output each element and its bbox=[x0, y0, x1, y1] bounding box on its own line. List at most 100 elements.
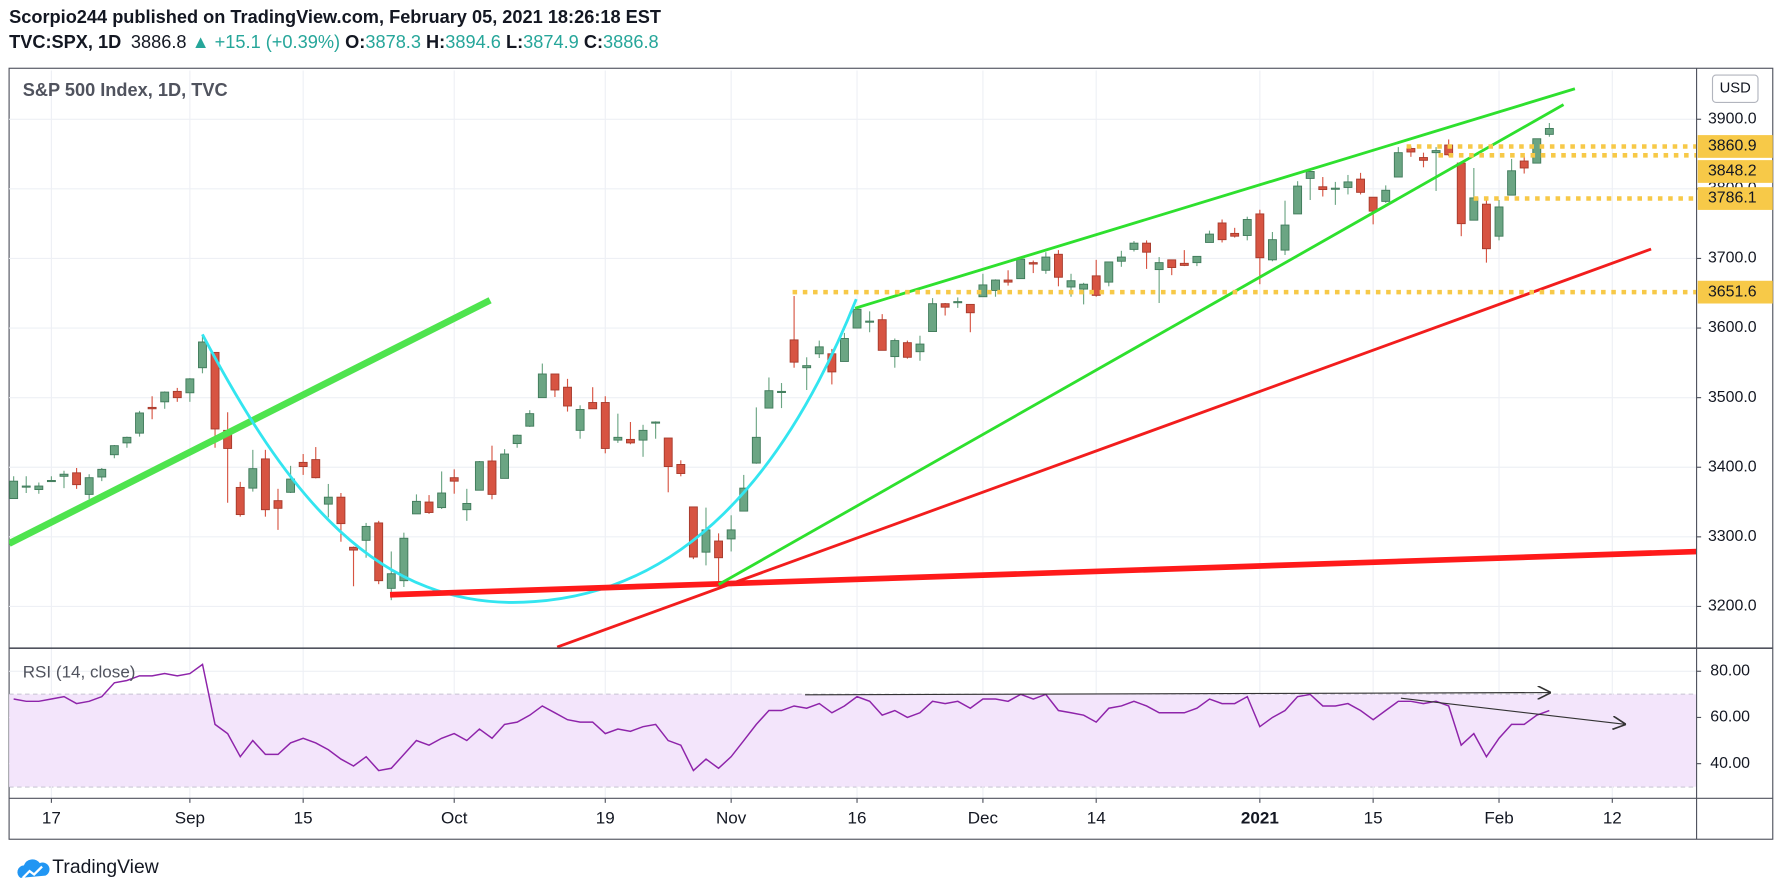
candle-body bbox=[248, 468, 258, 489]
high-value: 3894.6 bbox=[445, 32, 501, 52]
candle-body bbox=[1054, 253, 1063, 278]
candle-body bbox=[122, 436, 132, 444]
candles bbox=[9, 123, 1554, 601]
candle-body bbox=[323, 496, 333, 505]
candle-body bbox=[97, 468, 107, 478]
candle-body bbox=[1469, 197, 1479, 221]
y-tick-label: 3600.0 bbox=[1708, 319, 1757, 336]
candle-body bbox=[1267, 239, 1277, 261]
x-tick-label: 19 bbox=[596, 808, 615, 827]
low-value: 3874.9 bbox=[523, 32, 579, 52]
candle-body bbox=[865, 320, 875, 323]
candle-body bbox=[1381, 189, 1391, 202]
candle-body bbox=[714, 540, 724, 559]
candle-body bbox=[1041, 256, 1051, 271]
candle-body bbox=[1532, 138, 1542, 164]
rsi bbox=[13, 663, 1550, 772]
open-value: 3878.3 bbox=[365, 32, 421, 52]
candle-body bbox=[449, 477, 459, 482]
candle-body bbox=[563, 386, 572, 407]
candle-body bbox=[462, 502, 472, 511]
candle-body bbox=[600, 402, 610, 449]
candle-body bbox=[437, 492, 447, 509]
level-label: 3651.6 bbox=[1708, 283, 1757, 300]
candle-body bbox=[1406, 148, 1416, 153]
candle-body bbox=[1154, 262, 1164, 271]
candle-body bbox=[1456, 162, 1466, 225]
last-price: 3886.8 bbox=[131, 32, 187, 52]
currency: USD bbox=[1720, 81, 1751, 97]
candle-body bbox=[1519, 160, 1529, 169]
candle-body bbox=[1507, 170, 1517, 196]
candle-body bbox=[575, 409, 585, 431]
candle-body bbox=[1116, 256, 1126, 262]
candle-body bbox=[160, 391, 170, 403]
candle-body bbox=[537, 373, 547, 399]
candle-body bbox=[487, 460, 497, 495]
close-value: 3886.8 bbox=[603, 32, 659, 52]
rsi-band bbox=[9, 694, 1697, 787]
candle-body bbox=[311, 459, 321, 479]
trend-line bbox=[556, 247, 1652, 649]
candle-body bbox=[953, 301, 963, 304]
brand: TradingView bbox=[52, 857, 158, 878]
candle-body bbox=[726, 529, 736, 540]
candle-body bbox=[1356, 178, 1365, 193]
candle-body bbox=[965, 303, 975, 314]
x-tick-label: 12 bbox=[1603, 808, 1622, 827]
candle-body bbox=[260, 458, 270, 511]
level-label-box bbox=[1697, 280, 1773, 304]
ohlc-line: TVC:SPX, 1D 3886.8 ▲ +15.1 (+0.39%) O:38… bbox=[9, 32, 659, 52]
candle-body bbox=[1205, 233, 1214, 243]
logo-line bbox=[21, 865, 43, 879]
y-tick-label: 3900.0 bbox=[1708, 110, 1757, 127]
candle-body bbox=[1494, 206, 1504, 237]
axes: 3200.03300.03400.03500.03600.03700.03800… bbox=[42, 110, 1773, 827]
x-tick-label: 2021 bbox=[1241, 808, 1279, 827]
level-label: 3786.1 bbox=[1708, 190, 1757, 207]
level-label-box bbox=[1697, 160, 1773, 183]
candle-body bbox=[613, 436, 623, 441]
candle-body bbox=[1142, 242, 1151, 253]
y-tick-label: 40.00 bbox=[1710, 755, 1750, 772]
candle-body bbox=[412, 500, 421, 515]
candle-body bbox=[777, 390, 786, 393]
candle-body bbox=[651, 421, 661, 424]
candle-body bbox=[940, 303, 950, 308]
currency-box bbox=[1711, 74, 1759, 103]
candle-body bbox=[789, 339, 799, 363]
candle-body bbox=[588, 402, 598, 410]
x-tick-label: 16 bbox=[848, 808, 867, 827]
rsi-line bbox=[13, 663, 1550, 772]
candle-body bbox=[550, 373, 560, 391]
candle-body bbox=[474, 461, 484, 491]
author: Scorpio244 published on TradingView.com,… bbox=[9, 7, 661, 27]
candle-body bbox=[1318, 186, 1328, 191]
candle-body bbox=[1091, 275, 1101, 296]
x-tick-label: 15 bbox=[1364, 808, 1383, 827]
candle-body bbox=[1104, 261, 1114, 283]
x-tick-label: Nov bbox=[716, 808, 747, 827]
candle-body bbox=[336, 496, 346, 525]
candle-body bbox=[626, 438, 635, 444]
y-tick-label: 3300.0 bbox=[1708, 528, 1757, 545]
candle-body bbox=[72, 472, 82, 486]
x-tick-label: 14 bbox=[1087, 808, 1106, 827]
candle-body bbox=[59, 473, 69, 477]
candle-body bbox=[915, 343, 925, 353]
candle-body bbox=[890, 340, 900, 358]
candle-body bbox=[764, 390, 774, 409]
trend-line bbox=[9, 297, 492, 547]
publish-line: Scorpio244 published on TradingView.com,… bbox=[9, 7, 661, 27]
candle-body bbox=[1016, 258, 1026, 280]
candle-body bbox=[361, 525, 371, 541]
symbol: TVC:SPX, 1D bbox=[9, 32, 121, 52]
x-tick-label: Feb bbox=[1484, 808, 1513, 827]
rsi-title: RSI (14, close) bbox=[23, 663, 136, 682]
candle-body bbox=[1393, 152, 1403, 178]
candle-body bbox=[663, 437, 673, 468]
y-tick-label: 3200.0 bbox=[1708, 598, 1757, 615]
low-label: L: bbox=[506, 32, 523, 52]
candle-body bbox=[210, 351, 220, 430]
candle-body bbox=[902, 342, 912, 358]
